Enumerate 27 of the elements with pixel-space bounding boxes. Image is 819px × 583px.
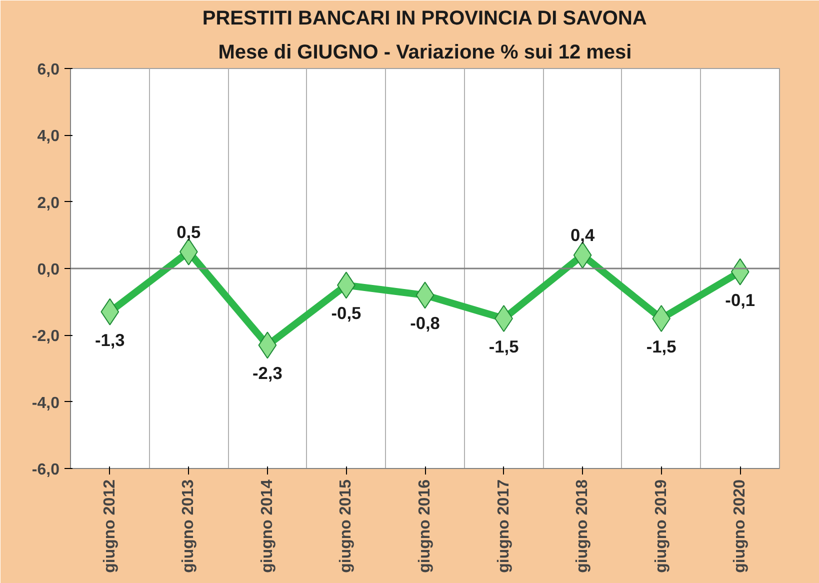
data-label: -0,8 — [410, 313, 440, 334]
y-tick-label: -6,0 — [32, 462, 60, 478]
x-tick-label: giugno 2017 — [495, 479, 512, 573]
data-label: -0,5 — [331, 303, 362, 324]
y-tick-label: 4,0 — [37, 128, 60, 146]
chart-title: PRESTITI BANCARI IN PROVINCIA DI SAVONA — [202, 8, 647, 30]
y-tick-label: -2,0 — [32, 328, 60, 346]
data-label: -2,3 — [252, 363, 283, 384]
y-tick-label: 2,0 — [37, 194, 60, 212]
x-tick-label: giugno 2013 — [180, 479, 198, 573]
data-label: -1,3 — [94, 330, 126, 350]
x-tick-label: giugno 2019 — [652, 479, 670, 573]
y-tick-label: 6,0 — [37, 62, 60, 78]
data-label: 0,5 — [176, 222, 202, 242]
y-tick-label: -4,0 — [32, 394, 60, 412]
x-tick-label: giugno 2018 — [574, 479, 592, 573]
x-tick-label: giugno 2015 — [338, 479, 355, 573]
x-tick-label: giugno 2016 — [416, 479, 434, 573]
x-tick-label: giugno 2014 — [258, 479, 276, 573]
x-tick-label: giugno 2020 — [732, 479, 749, 573]
y-tick-label: 0,0 — [37, 262, 60, 278]
chart-subtitle: Mese di GIUGNO - Variazione % sui 12 mesi — [218, 42, 632, 64]
data-label: -1,5 — [488, 336, 520, 356]
data-label: -1,5 — [646, 336, 677, 356]
data-label: 0,4 — [570, 225, 595, 246]
data-label: -0,1 — [725, 290, 756, 310]
x-tick-label: giugno 2012 — [101, 479, 118, 573]
